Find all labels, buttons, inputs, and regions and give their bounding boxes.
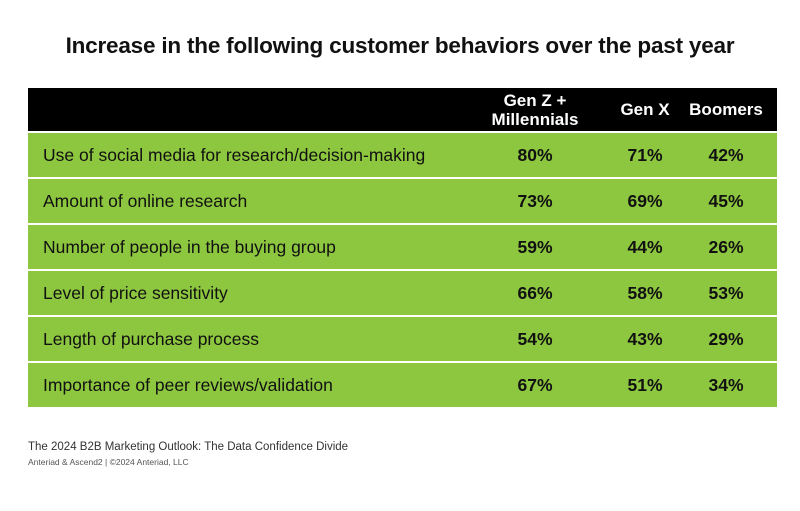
credit-note: Anteriad & Ascend2 | ©2024 Anteriad, LLC <box>28 457 189 467</box>
value-genx: 51% <box>627 374 663 395</box>
value-boomers: 42% <box>708 144 744 165</box>
value-genx: 71% <box>627 144 663 165</box>
table-header: Gen Z + Millennials Gen X Boomers <box>28 88 777 131</box>
behavior-table: Gen Z + Millennials Gen X Boomers Use of… <box>28 88 777 407</box>
value-genx: 44% <box>627 236 663 257</box>
value-genz-millennials: 80% <box>517 144 553 165</box>
chart-title: Increase in the following customer behav… <box>65 33 735 58</box>
column-header-genx: Gen X <box>620 100 670 119</box>
table-row: Length of purchase process 54% 43% 29% <box>28 317 777 361</box>
value-genz-millennials: 66% <box>517 282 553 303</box>
table-body: Use of social media for research/decisio… <box>28 133 777 407</box>
value-boomers: 53% <box>708 282 744 303</box>
value-genx: 43% <box>627 328 663 349</box>
value-genz-millennials: 54% <box>517 328 553 349</box>
value-genx: 69% <box>627 190 663 211</box>
row-label: Length of purchase process <box>43 328 259 349</box>
value-genz-millennials: 59% <box>517 236 553 257</box>
row-label: Level of price sensitivity <box>43 282 228 303</box>
value-genx: 58% <box>627 282 663 303</box>
table-row: Amount of online research 73% 69% 45% <box>28 179 777 223</box>
column-header-boomers: Boomers <box>689 100 763 119</box>
value-boomers: 34% <box>708 374 744 395</box>
table-row: Importance of peer reviews/validation 67%… <box>28 363 777 407</box>
row-label: Number of people in the buying group <box>43 236 336 257</box>
row-label: Use of social media for research/decisio… <box>43 144 426 165</box>
value-genz-millennials: 73% <box>517 190 553 211</box>
value-boomers: 45% <box>708 190 744 211</box>
column-header-genz-millennials: Gen Z + Millennials <box>491 90 579 129</box>
value-boomers: 26% <box>708 236 744 257</box>
value-boomers: 29% <box>708 328 744 349</box>
row-label: Amount of online research <box>43 190 248 211</box>
table-row: Use of social media for research/decisio… <box>28 133 777 177</box>
value-genz-millennials: 67% <box>517 374 553 395</box>
table-row: Number of people in the buying group 59% 4… <box>28 225 777 269</box>
table-row: Level of price sensitivity 66% 58% 53% <box>28 271 777 315</box>
row-label: Importance of peer reviews/validation <box>43 374 333 395</box>
source-note: The 2024 B2B Marketing Outlook: The Data… <box>28 441 349 453</box>
